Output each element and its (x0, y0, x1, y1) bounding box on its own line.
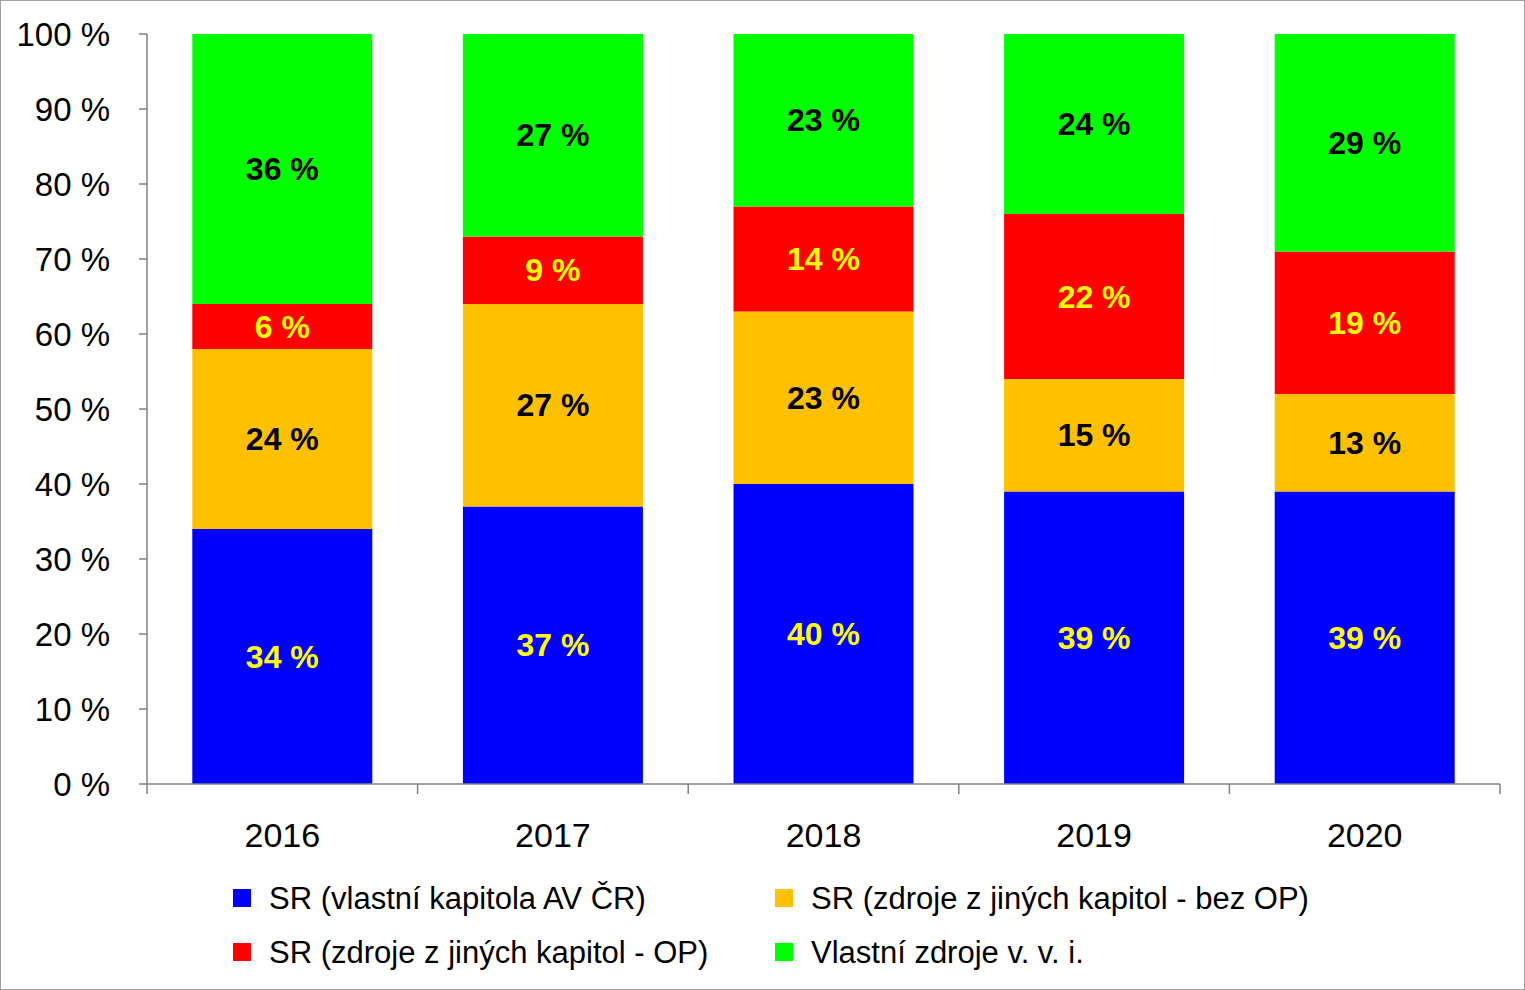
data-label: 39 % (1328, 620, 1401, 656)
bar-segment (463, 507, 643, 785)
x-tick-label: 2017 (515, 816, 591, 854)
y-tick (139, 708, 147, 710)
x-axis (147, 783, 1500, 785)
x-tick-divider (958, 784, 960, 794)
bar-segment (192, 349, 372, 529)
data-label: 34 % (246, 639, 319, 675)
data-label: 39 % (1058, 620, 1131, 656)
data-label: 37 % (516, 627, 589, 663)
legend-label: SR (zdroje z jiných kapitol - OP) (269, 935, 708, 970)
data-label: 29 % (1328, 125, 1401, 161)
y-tick (139, 183, 147, 185)
legend-swatch (233, 943, 251, 961)
bar-segment (1275, 492, 1455, 785)
bar-segment (1004, 492, 1184, 785)
y-tick-label: 40 % (35, 466, 110, 503)
x-tick-divider (687, 784, 689, 794)
bar-segment (463, 34, 643, 237)
bar-segment (192, 304, 372, 349)
bar-segment (1275, 394, 1455, 492)
x-tick-label: 2020 (1327, 816, 1403, 854)
y-tick-label: 30 % (35, 541, 110, 578)
bar-segment (463, 237, 643, 305)
y-tick (139, 33, 147, 35)
bar-segment (192, 529, 372, 784)
data-label: 14 % (787, 241, 860, 277)
bar-segment (734, 312, 914, 485)
y-tick-label: 80 % (35, 166, 110, 203)
data-label: 15 % (1058, 417, 1131, 453)
data-label: 24 % (1058, 106, 1131, 142)
legend-swatch (233, 889, 251, 907)
data-label: 22 % (1058, 279, 1131, 315)
frame (1, 1, 1525, 990)
x-tick-divider (146, 784, 148, 794)
bar-segment (463, 304, 643, 507)
y-tick-label: 50 % (35, 391, 110, 428)
bar-segment (734, 207, 914, 312)
legend-swatch (775, 943, 793, 961)
data-label: 9 % (525, 252, 580, 288)
legend-label: SR (zdroje z jiných kapitol - bez OP) (811, 881, 1309, 916)
legend-swatch (775, 889, 793, 907)
data-label: 6 % (255, 309, 310, 345)
data-label: 13 % (1328, 425, 1401, 461)
bar-segment (1004, 379, 1184, 492)
y-tick-label: 100 % (16, 16, 110, 53)
data-label: 23 % (787, 102, 860, 138)
data-label: 40 % (787, 616, 860, 652)
bar-segment (734, 484, 914, 784)
data-label: 24 % (246, 421, 319, 457)
y-tick (139, 633, 147, 635)
y-tick-label: 0 % (53, 766, 110, 803)
bars (192, 34, 1454, 784)
y-tick-label: 90 % (35, 91, 110, 128)
y-tick (139, 408, 147, 410)
legend-label: SR (vlastní kapitola AV ČR) (269, 881, 646, 916)
y-tick-label: 70 % (35, 241, 110, 278)
y-tick (139, 333, 147, 335)
bar-segment (1275, 252, 1455, 395)
x-tick-label: 2019 (1056, 816, 1132, 854)
y-tick-label: 10 % (35, 691, 110, 728)
y-tick (139, 558, 147, 560)
bar-segment (1004, 34, 1184, 214)
bar-segment (192, 34, 372, 304)
data-label: 27 % (516, 387, 589, 423)
chart: 34 % 24 % 6 % 36 % 37 % 27 % 9 % 27 % 40 % 23 % 14… (0, 0, 1525, 990)
data-label: 23 % (787, 380, 860, 416)
x-tick-divider (1229, 784, 1231, 794)
y-tick-label: 60 % (35, 316, 110, 353)
x-tick-divider (417, 784, 419, 794)
y-tick (139, 258, 147, 260)
y-tick (139, 108, 147, 110)
x-tick-label: 2018 (786, 816, 862, 854)
data-label: 19 % (1328, 305, 1401, 341)
bar-segment (734, 34, 914, 207)
x-tick-label: 2016 (244, 816, 320, 854)
legend-label: Vlastní zdroje v. v. i. (811, 935, 1084, 970)
bar-segment (1275, 34, 1455, 252)
bar-segment (1004, 214, 1184, 379)
data-label: 36 % (246, 151, 319, 187)
y-tick-label: 20 % (35, 616, 110, 653)
y-tick (139, 483, 147, 485)
data-label: 27 % (516, 117, 589, 153)
y-tick (139, 783, 147, 785)
x-tick-divider (1499, 784, 1501, 794)
